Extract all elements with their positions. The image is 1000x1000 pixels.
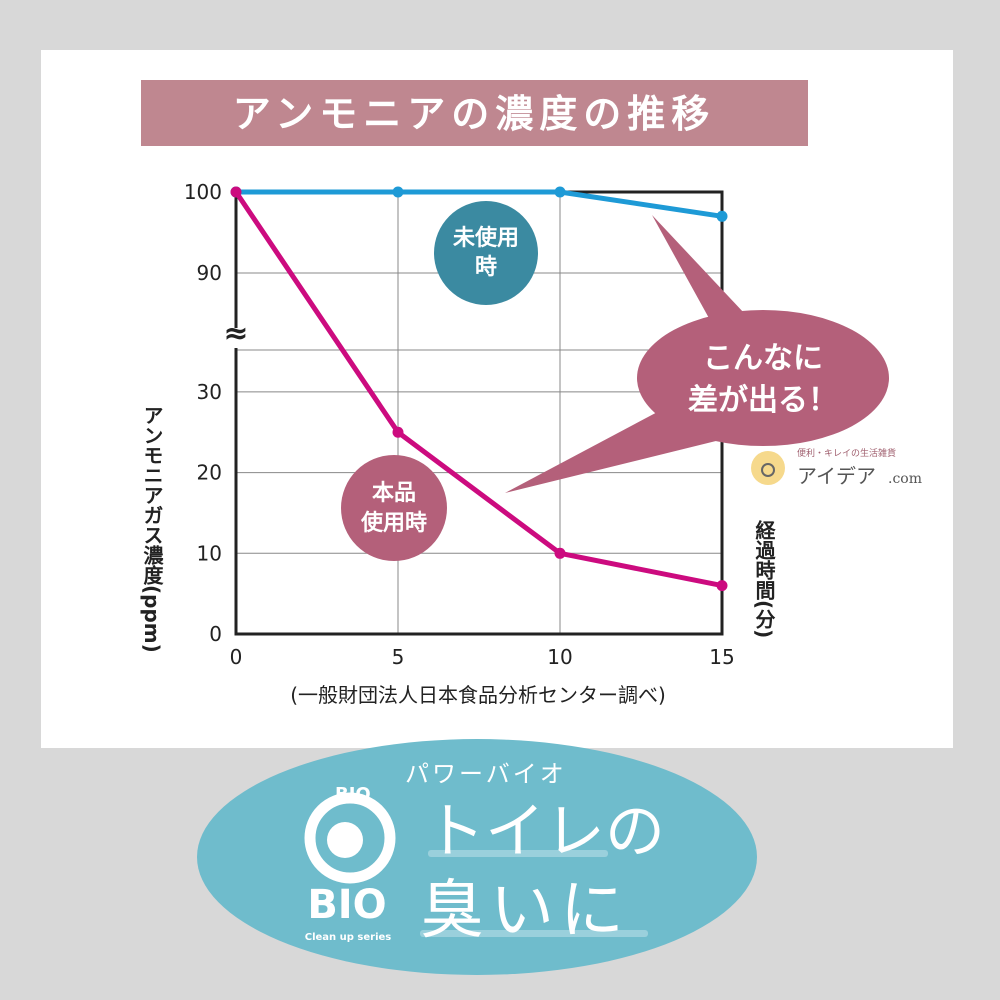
logo-sub: Clean up series [305,932,392,943]
data-point [716,210,728,222]
y-tick-label: 90 [197,261,222,285]
x-tick-label: 10 [547,645,572,669]
chart-title: アンモニアの濃度の推移 [233,92,715,136]
headline-line-2: 臭いに [420,874,630,948]
y-tick-label: 30 [197,380,222,404]
axis-break-gap [232,328,240,348]
site-name: アイデア [797,464,876,488]
axis-break-mark: ≈ [223,316,248,351]
callout-tail-top [652,215,760,330]
data-point [554,186,566,198]
y-tick-label: 100 [184,180,222,204]
underline-1 [428,850,608,857]
series-line-0 [236,189,723,219]
product-label-1: 本品 [372,481,416,506]
logo-small: BIO [335,784,371,805]
y-tick-label: 10 [197,541,222,565]
source-note: (一般財団法人日本食品分析センター調べ) [290,683,666,707]
y-tick-label: 0 [209,622,222,646]
product-label-2: 使用時 [360,511,427,536]
series-line-1 [233,190,723,589]
underline-2 [420,930,648,937]
site-tagline: 便利・キレイの生活雑貨 [797,447,896,459]
callout-line-1: こんなに [703,341,823,376]
data-point [230,186,242,198]
bio-logo: BIO BIO Clean up series [304,784,396,943]
unused-label: 未使用時 [452,226,519,280]
callout-bubble [637,310,889,446]
x-tick-label: 5 [392,645,405,669]
x-axis-label: 経過時間(分) [752,520,776,639]
y-tick-label: 20 [197,461,222,485]
y-axis-label: アンモニアガス濃度(ppm) [140,405,164,653]
x-tick-label: 15 [709,645,734,669]
data-point [716,580,728,592]
logo-icon [751,451,785,485]
x-tick-label: 0 [230,645,243,669]
site-logo: 便利・キレイの生活雑貨 アイデア .com [751,447,922,488]
callout-line-2: 差が出る！ [688,383,838,418]
data-point [392,426,404,438]
title-band [141,80,808,146]
data-point [554,547,566,559]
data-point [392,186,404,198]
site-suffix: .com [888,471,922,487]
logo-text: BIO [307,882,386,928]
unused-badge [434,201,538,305]
product-badge [341,455,447,561]
headline-line-1: トイレの [425,797,665,867]
product-kana: パワーバイオ [405,760,567,788]
callout-tail-bottom [505,400,720,493]
